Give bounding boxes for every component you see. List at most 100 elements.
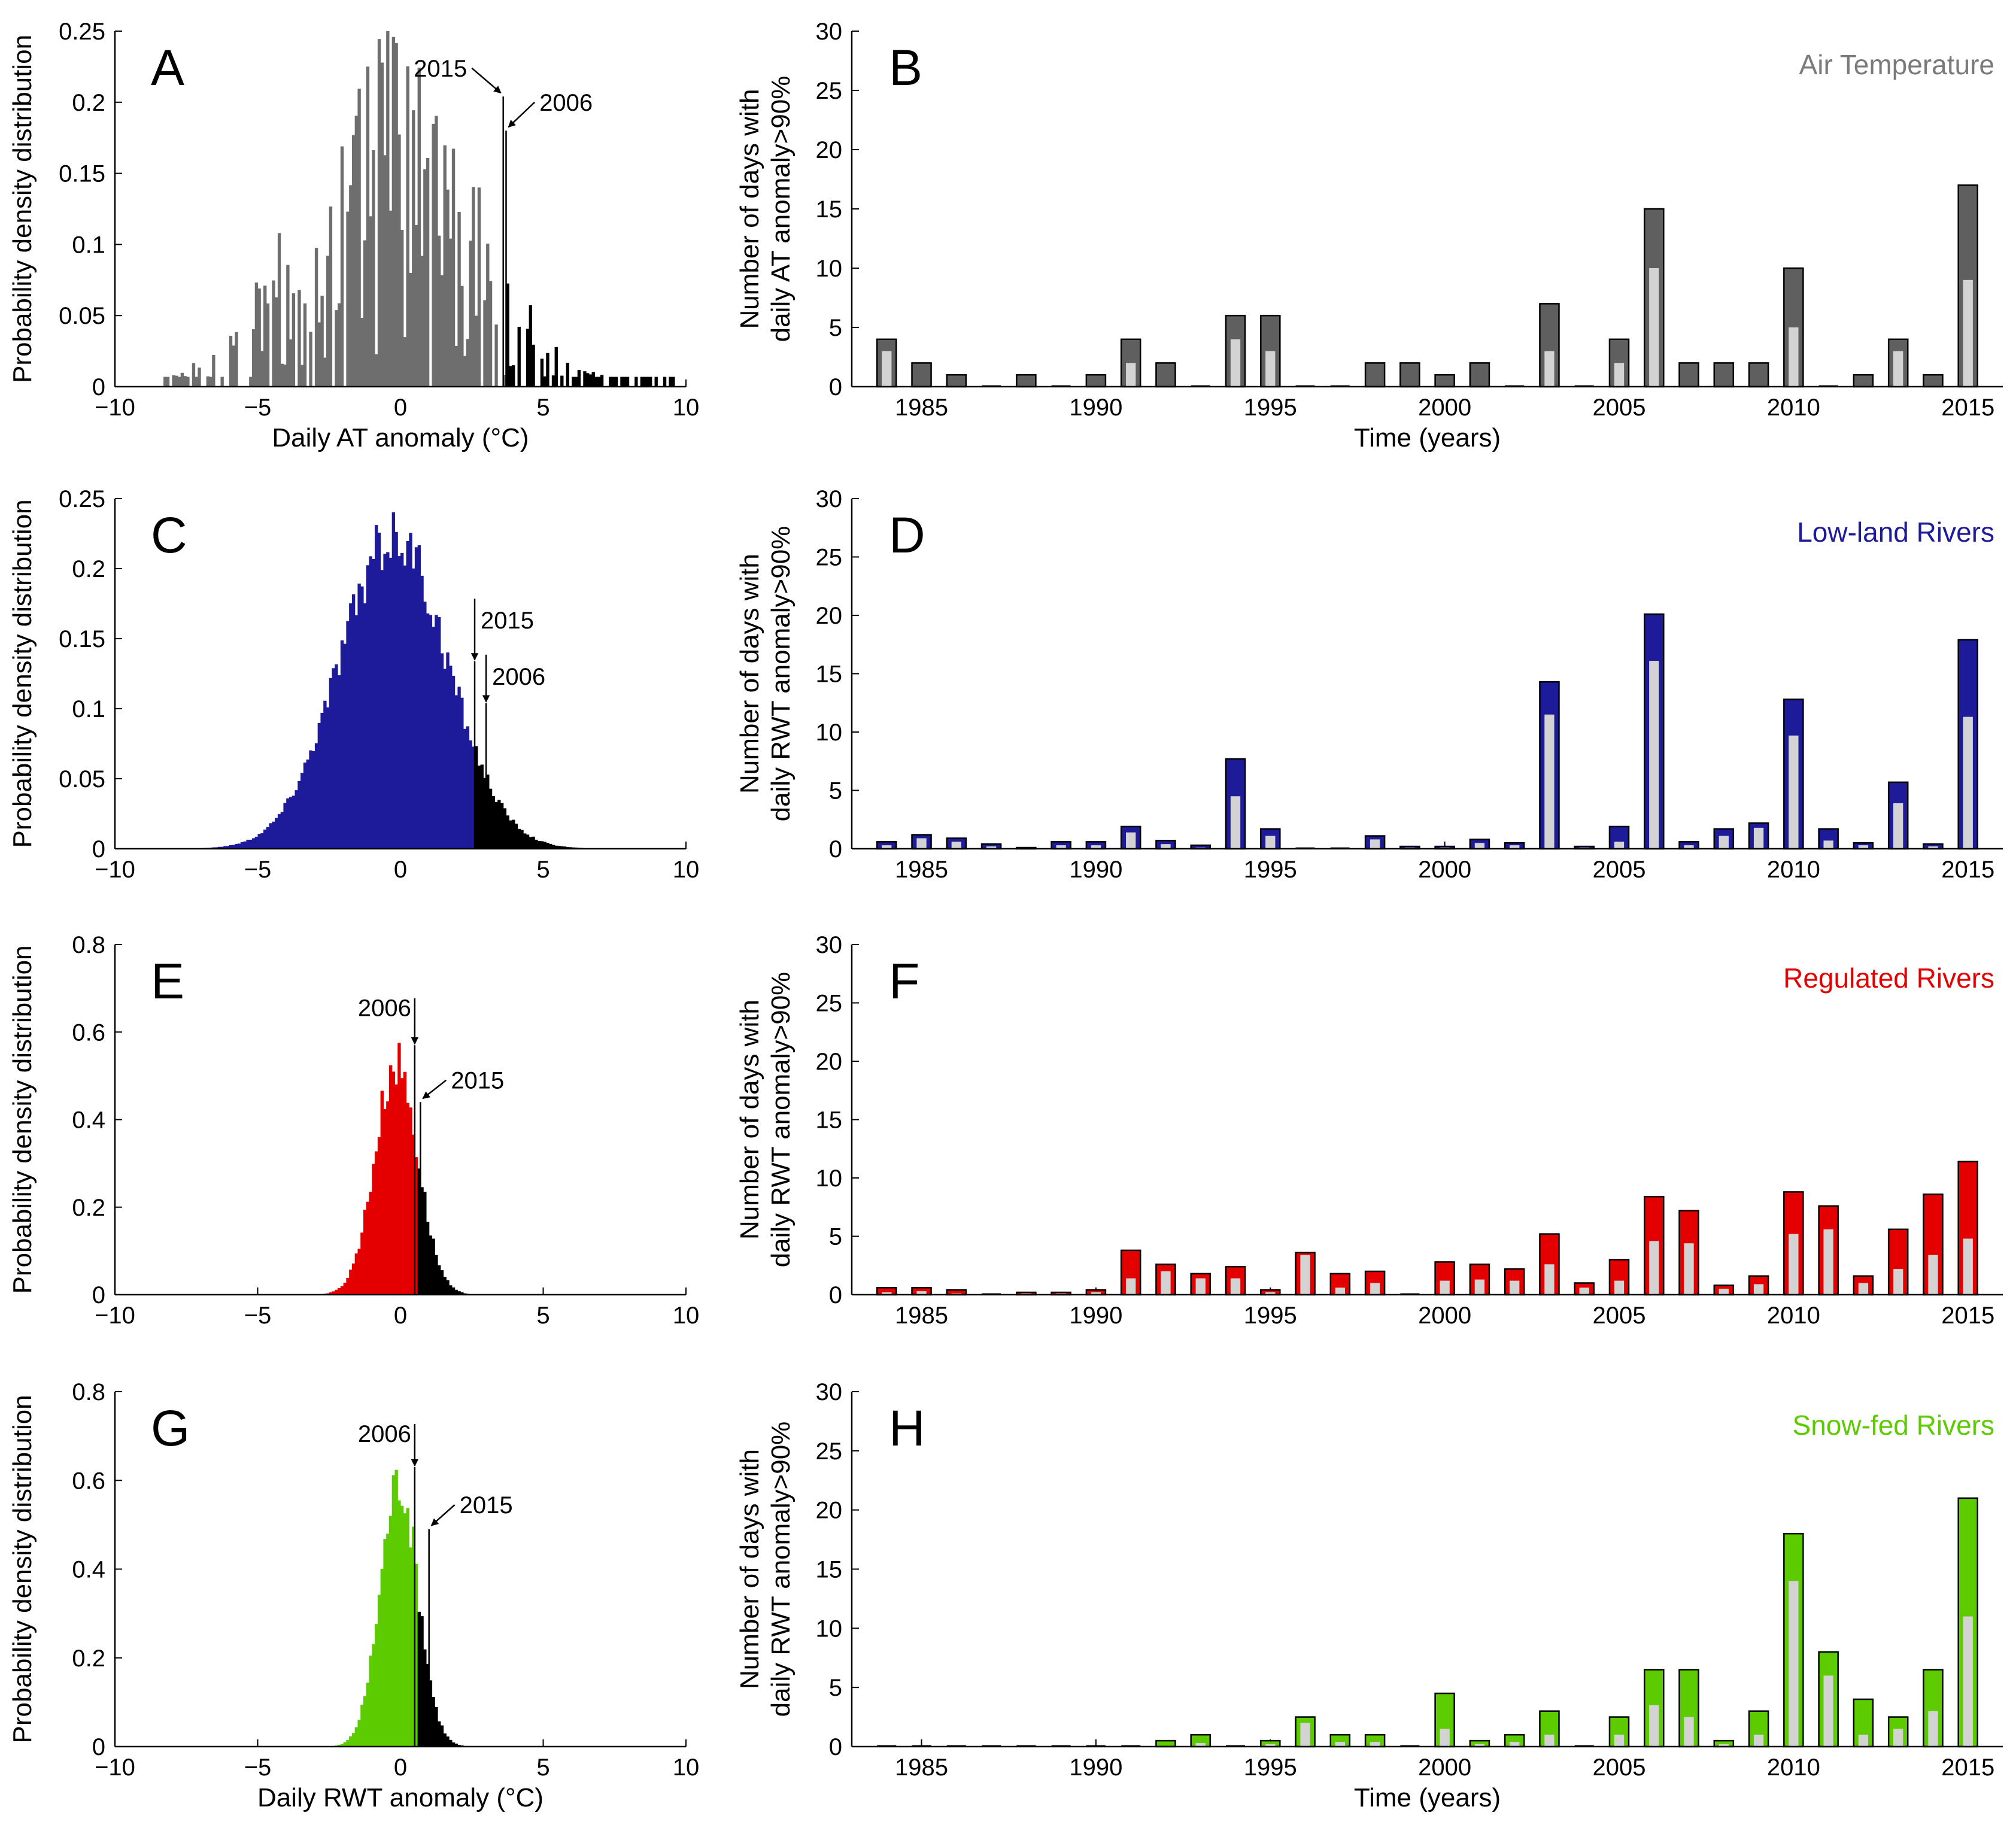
histogram-bar (391, 1475, 396, 1747)
histogram-bar (343, 643, 347, 849)
y-tick-label: 20 (816, 137, 843, 163)
histogram-bar (648, 376, 652, 387)
histogram-bar (560, 375, 564, 387)
panel-g: 0 0.2 0.4 0.6 0.8 −10 −5 0 5 10 2006 2015 G Daily RWT… (8, 1379, 699, 1812)
histogram-bar (512, 365, 515, 387)
histogram-bar (329, 678, 333, 849)
histogram-bar (340, 1286, 344, 1295)
panel-letter: G (151, 1400, 190, 1456)
histogram-bar (472, 746, 475, 849)
histogram-bar (257, 288, 261, 387)
histogram-bar (312, 751, 315, 849)
histogram-bar (526, 329, 530, 387)
histogram-bar (469, 740, 472, 849)
histogram-bar (357, 1720, 361, 1747)
x-tick-label: 5 (536, 1302, 549, 1329)
histogram-bar (486, 775, 490, 849)
histogram-bar (446, 652, 450, 849)
histogram-bar (460, 286, 464, 387)
histogram-bar (414, 1563, 418, 1747)
histogram-bar (412, 1134, 415, 1295)
bar-inner (1370, 1283, 1380, 1295)
histogram-bar (560, 846, 564, 849)
histogram-bar (577, 370, 581, 387)
bar-inner (1684, 1243, 1694, 1295)
x-tick-label: 10 (673, 1754, 700, 1781)
bar-inner (1649, 661, 1659, 849)
x-tick-label: 1995 (1244, 1302, 1297, 1329)
histogram-bar (546, 353, 549, 387)
series-title: Snow-fed Rivers (1793, 1410, 1994, 1441)
histogram-bar (251, 329, 256, 387)
histogram-bar (435, 615, 438, 849)
y-tick-label: 0.6 (72, 1019, 105, 1046)
histogram-bar (457, 211, 461, 387)
histogram-bar (229, 845, 233, 849)
y-tick-label: 5 (829, 1675, 842, 1701)
bar-inner (1684, 1717, 1694, 1747)
histogram-bar (586, 373, 590, 387)
histogram-bar (454, 695, 458, 849)
x-tick-label: 2005 (1593, 394, 1646, 421)
histogram-bar (338, 1287, 341, 1295)
x-tick-label: −10 (95, 394, 135, 421)
y-tick-label: 0 (829, 1282, 842, 1308)
y-tick-label: 0.4 (72, 1107, 105, 1134)
bar-inner (1789, 1234, 1799, 1295)
histogram-bar (440, 275, 444, 387)
x-tick-label: −5 (244, 1302, 272, 1329)
histogram-bar (463, 728, 467, 849)
bar-total (1434, 373, 1455, 388)
y-tick-label: 0.8 (72, 932, 105, 958)
y-tick-label: 20 (816, 1049, 843, 1075)
y-tick-label: 0.15 (59, 626, 105, 652)
bar-inner (1544, 1264, 1554, 1295)
x-tick-label: 0 (394, 1754, 407, 1781)
x-tick-label: 1995 (1244, 857, 1297, 883)
bar-inner (1753, 827, 1764, 849)
histogram-bar (280, 812, 284, 849)
y-tick-label: 10 (816, 1615, 843, 1642)
panel-a: 0 0.05 0.1 0.15 0.2 0.25 −10 −5 0 5 10 2015 2006 A Dai… (8, 19, 699, 453)
histogram-bar (400, 1505, 404, 1747)
histogram-bar (423, 1649, 427, 1747)
histogram-bar (338, 303, 341, 387)
bar-inner (1161, 1271, 1171, 1295)
histogram-bar (375, 1151, 378, 1295)
histogram-bar (440, 1270, 444, 1295)
histogram-bar (611, 376, 615, 387)
y-tick-label: 15 (816, 1557, 843, 1583)
histogram-bar (532, 836, 535, 849)
histogram-bar (477, 187, 481, 387)
bar-inner (1789, 327, 1799, 387)
x-tick-label: 2000 (1418, 394, 1471, 421)
histogram-bar (509, 366, 512, 387)
y-axis-title: daily RWT anomaly>90% (766, 526, 796, 822)
histogram-bar (460, 1292, 464, 1295)
histogram-bar (260, 833, 264, 849)
histogram-bar (349, 603, 353, 849)
bar-inner (916, 838, 927, 849)
bar-inner (1474, 843, 1485, 849)
histogram-bar (409, 1547, 412, 1747)
y-tick-label: 10 (816, 256, 843, 282)
x-tick-label: −10 (95, 1754, 135, 1781)
bar-inner (1753, 1735, 1764, 1747)
bar-inner (1265, 836, 1276, 849)
histogram-bar (460, 697, 464, 849)
histogram-bar (435, 116, 438, 387)
histogram-bar (375, 1624, 378, 1747)
histogram-bar (314, 248, 318, 387)
bar-inner (1789, 735, 1799, 849)
histogram-bar (391, 512, 396, 849)
panel-letter: E (151, 953, 184, 1009)
histogram-bar (443, 669, 447, 849)
bar-inner (916, 1291, 927, 1295)
y-tick-label: 10 (816, 1165, 843, 1192)
histogram-bar (177, 376, 181, 387)
bar-inner (1614, 363, 1625, 387)
bar-total (1155, 1739, 1176, 1748)
histogram-bar (329, 207, 333, 387)
x-tick-label: 1990 (1069, 1754, 1122, 1781)
y-tick-label: 0.2 (72, 1645, 105, 1672)
